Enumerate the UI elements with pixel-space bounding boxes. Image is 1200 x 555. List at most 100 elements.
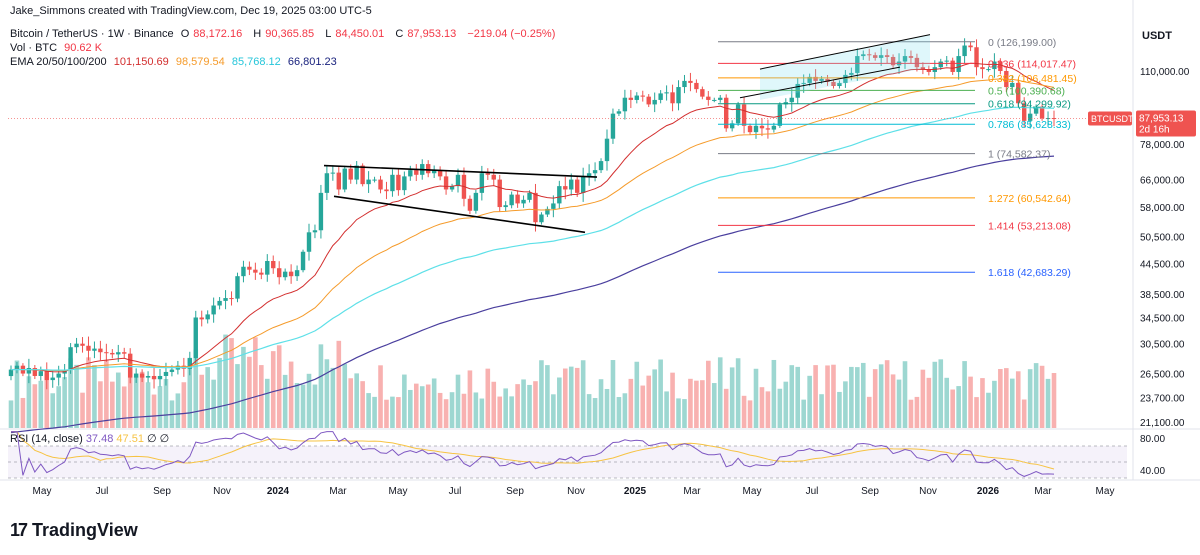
candle-body (151, 375, 157, 380)
candle-body (586, 173, 592, 177)
volume-bar (968, 376, 973, 428)
price-unit: USDT (1142, 30, 1172, 42)
candle-body (247, 266, 252, 270)
volume-bar (962, 361, 967, 428)
candle-body (408, 170, 413, 177)
volume-bar (914, 396, 920, 428)
volume-bar (759, 387, 765, 428)
candle-body (139, 373, 145, 378)
volume-bar (408, 389, 413, 428)
volume-bar (127, 367, 133, 428)
candle-body (974, 47, 979, 68)
ohlc-close: C 87,953.13 (395, 28, 457, 40)
candle-body (360, 165, 365, 185)
volume-bar (586, 394, 592, 428)
candle-body (682, 80, 687, 88)
candle-body (288, 271, 294, 277)
volume-bar (717, 357, 723, 428)
volume-bar (56, 386, 61, 428)
price-tick-label: 23,700.00 (1140, 393, 1185, 404)
candle-body (902, 56, 908, 62)
candle-body (1039, 106, 1045, 119)
volume-bar (1015, 371, 1021, 428)
rsi-tick-label: 80.00 (1140, 434, 1165, 445)
volume-bar (515, 384, 520, 428)
time-tick-label: Jul (96, 486, 109, 497)
volume-bar (229, 338, 234, 428)
candle-body (539, 214, 544, 223)
volume-bar (658, 359, 663, 428)
volume-bar (819, 394, 824, 428)
volume-bar (920, 369, 926, 428)
time-tick-label: Nov (213, 486, 231, 497)
candle-body (277, 268, 282, 278)
candle-body (956, 56, 961, 72)
volume-bar (557, 377, 562, 428)
ema50-line (10, 78, 1055, 372)
candle-body (38, 371, 43, 376)
candle-body (26, 368, 32, 374)
candle-body (86, 345, 91, 351)
volume-bar (932, 361, 938, 428)
volume-bar (378, 365, 383, 428)
volume-bar (545, 365, 550, 428)
candle-body (813, 76, 818, 81)
candle-body (253, 269, 258, 273)
candle-body (515, 194, 520, 204)
volume-bar (342, 363, 348, 428)
volume-bar (574, 367, 580, 428)
channel-upper-line (759, 34, 931, 70)
volume-bar (288, 361, 294, 428)
volume-bar (890, 374, 896, 428)
candle-body (449, 186, 455, 190)
time-tick-label: Mar (329, 486, 347, 497)
time-tick-label: Sep (153, 486, 171, 497)
candle-body (712, 99, 717, 101)
volume-bar (652, 369, 657, 428)
candle-body (777, 104, 783, 126)
candle-body (604, 138, 610, 162)
volume-bar (956, 386, 961, 428)
tradingview-logo[interactable]: 17 TradingView (10, 520, 138, 540)
candle-body (980, 67, 985, 70)
candle-body (241, 266, 246, 277)
time-tick-label: Sep (506, 486, 524, 497)
volume-bar (860, 362, 866, 428)
ema100-value: 85,768.12 (231, 56, 281, 68)
volume-bar (217, 357, 222, 428)
ema200-line (10, 155, 1055, 434)
candle-body (145, 375, 151, 378)
candle-body (366, 179, 371, 185)
candle-body (110, 352, 115, 355)
time-tick-label: May (743, 486, 762, 497)
candle-body (926, 69, 932, 72)
last-price-label: 87,953.13 (1139, 114, 1184, 125)
volume-bar (38, 380, 44, 428)
time-tick-label: Jul (449, 486, 462, 497)
volume-bar (491, 381, 497, 428)
last-price-tag-bg (1136, 110, 1196, 137)
volume-bar (795, 366, 801, 428)
candle-body (986, 69, 991, 71)
volume-bar (264, 378, 270, 428)
ema50-value: 98,579.54 (175, 56, 225, 68)
volume-bar (1004, 368, 1009, 428)
candle-body (157, 375, 163, 380)
candle-body (217, 300, 222, 306)
volume-bar (592, 398, 598, 428)
candle-body (533, 192, 538, 223)
fib-level-label: 1.618 (42,683.29) (988, 267, 1071, 279)
candle-body (32, 368, 38, 376)
candle-body (938, 61, 943, 68)
rsi-tick-label: 40.00 (1140, 466, 1165, 477)
rsi-legend: RSI (14, close) 37.48 47.51 ∅ ∅ (10, 433, 170, 445)
volume-bar (521, 379, 526, 428)
volume-bar (622, 393, 628, 428)
candle-body (884, 55, 890, 57)
candle-body (396, 174, 401, 191)
candle-body (575, 179, 580, 193)
volume-bar (151, 394, 157, 428)
volume-bar (455, 374, 461, 428)
candle-body (282, 271, 288, 278)
